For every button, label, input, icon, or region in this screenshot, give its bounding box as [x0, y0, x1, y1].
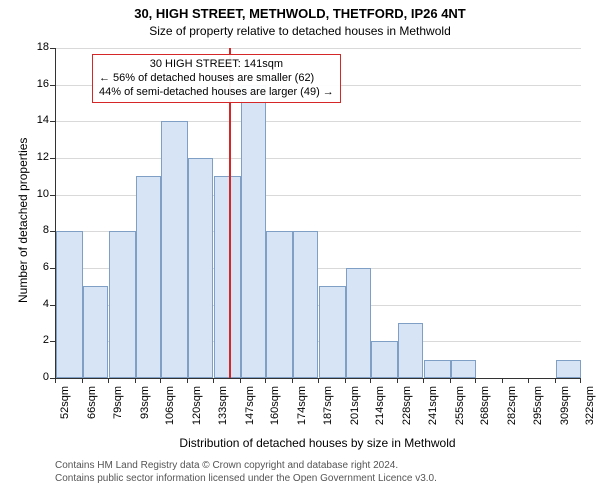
x-tick-label: 174sqm	[296, 386, 308, 440]
histogram-bar	[451, 360, 476, 378]
histogram-bar	[241, 85, 266, 378]
histogram-bar	[56, 231, 83, 378]
histogram-bar	[136, 176, 161, 378]
y-tick-mark	[50, 305, 55, 306]
y-tick-label: 14	[25, 114, 49, 126]
infobox-line: 44% of semi-detached houses are larger (…	[99, 86, 334, 100]
plot-area: 30 HIGH STREET: 141sqm← 56% of detached …	[55, 48, 581, 379]
x-tick-mark	[213, 378, 214, 383]
x-tick-mark	[397, 378, 398, 383]
property-info-box: 30 HIGH STREET: 141sqm← 56% of detached …	[92, 54, 341, 103]
x-tick-mark	[345, 378, 346, 383]
x-tick-mark	[135, 378, 136, 383]
x-tick-mark	[160, 378, 161, 383]
histogram-bar	[188, 158, 213, 378]
histogram-bar	[371, 341, 398, 378]
y-tick-label: 18	[25, 41, 49, 53]
histogram-bar	[109, 231, 136, 378]
x-tick-label: 309sqm	[559, 386, 571, 440]
x-tick-label: 295sqm	[532, 386, 544, 440]
x-tick-label: 214sqm	[374, 386, 386, 440]
x-tick-mark	[370, 378, 371, 383]
y-tick-mark	[50, 158, 55, 159]
y-tick-mark	[50, 231, 55, 232]
x-tick-label: 66sqm	[86, 386, 98, 440]
gridline	[56, 121, 581, 122]
x-axis-label: Distribution of detached houses by size …	[55, 436, 580, 450]
x-tick-mark	[555, 378, 556, 383]
y-tick-mark	[50, 195, 55, 196]
y-tick-mark	[50, 85, 55, 86]
x-tick-mark	[82, 378, 83, 383]
y-tick-label: 10	[25, 188, 49, 200]
x-tick-label: 133sqm	[217, 386, 229, 440]
chart-title: 30, HIGH STREET, METHWOLD, THETFORD, IP2…	[0, 6, 600, 21]
x-tick-mark	[55, 378, 56, 383]
x-tick-mark	[108, 378, 109, 383]
x-tick-mark	[292, 378, 293, 383]
y-tick-label: 8	[25, 224, 49, 236]
histogram-bar	[214, 176, 241, 378]
x-tick-mark	[265, 378, 266, 383]
infobox-line: 30 HIGH STREET: 141sqm	[99, 58, 334, 72]
x-tick-mark	[528, 378, 529, 383]
x-tick-mark	[240, 378, 241, 383]
histogram-bar	[161, 121, 188, 378]
x-tick-label: 241sqm	[427, 386, 439, 440]
x-tick-label: 201sqm	[349, 386, 361, 440]
x-tick-label: 322sqm	[584, 386, 596, 440]
x-tick-mark	[423, 378, 424, 383]
gridline	[56, 48, 581, 49]
x-tick-mark	[580, 378, 581, 383]
x-tick-mark	[502, 378, 503, 383]
x-tick-label: 120sqm	[191, 386, 203, 440]
histogram-bar	[346, 268, 371, 378]
attribution-line-1: Contains HM Land Registry data © Crown c…	[55, 460, 398, 471]
y-tick-label: 2	[25, 334, 49, 346]
x-tick-label: 255sqm	[454, 386, 466, 440]
y-tick-label: 4	[25, 298, 49, 310]
histogram-bar	[319, 286, 346, 378]
x-tick-mark	[450, 378, 451, 383]
y-tick-mark	[50, 268, 55, 269]
infobox-line: ← 56% of detached houses are smaller (62…	[99, 72, 334, 86]
x-tick-label: 282sqm	[506, 386, 518, 440]
y-tick-mark	[50, 121, 55, 122]
y-tick-label: 0	[25, 371, 49, 383]
x-tick-label: 147sqm	[244, 386, 256, 440]
histogram-bar	[266, 231, 293, 378]
chart-subtitle: Size of property relative to detached ho…	[0, 24, 600, 38]
x-tick-label: 52sqm	[59, 386, 71, 440]
x-tick-label: 160sqm	[269, 386, 281, 440]
histogram-bar	[556, 360, 581, 378]
y-tick-mark	[50, 341, 55, 342]
y-tick-mark	[50, 48, 55, 49]
x-tick-mark	[475, 378, 476, 383]
x-tick-label: 79sqm	[112, 386, 124, 440]
y-tick-label: 12	[25, 151, 49, 163]
histogram-bar	[424, 360, 451, 378]
x-tick-label: 106sqm	[164, 386, 176, 440]
y-tick-label: 16	[25, 78, 49, 90]
x-tick-mark	[187, 378, 188, 383]
histogram-bar	[293, 231, 318, 378]
x-tick-mark	[318, 378, 319, 383]
y-tick-label: 6	[25, 261, 49, 273]
x-tick-label: 268sqm	[479, 386, 491, 440]
histogram-bar	[83, 286, 108, 378]
x-tick-label: 93sqm	[139, 386, 151, 440]
gridline	[56, 158, 581, 159]
attribution-line-2: Contains public sector information licen…	[55, 473, 437, 484]
histogram-bar	[398, 323, 423, 378]
property-size-chart: 30, HIGH STREET, METHWOLD, THETFORD, IP2…	[0, 0, 600, 500]
x-tick-label: 187sqm	[322, 386, 334, 440]
x-tick-label: 228sqm	[401, 386, 413, 440]
